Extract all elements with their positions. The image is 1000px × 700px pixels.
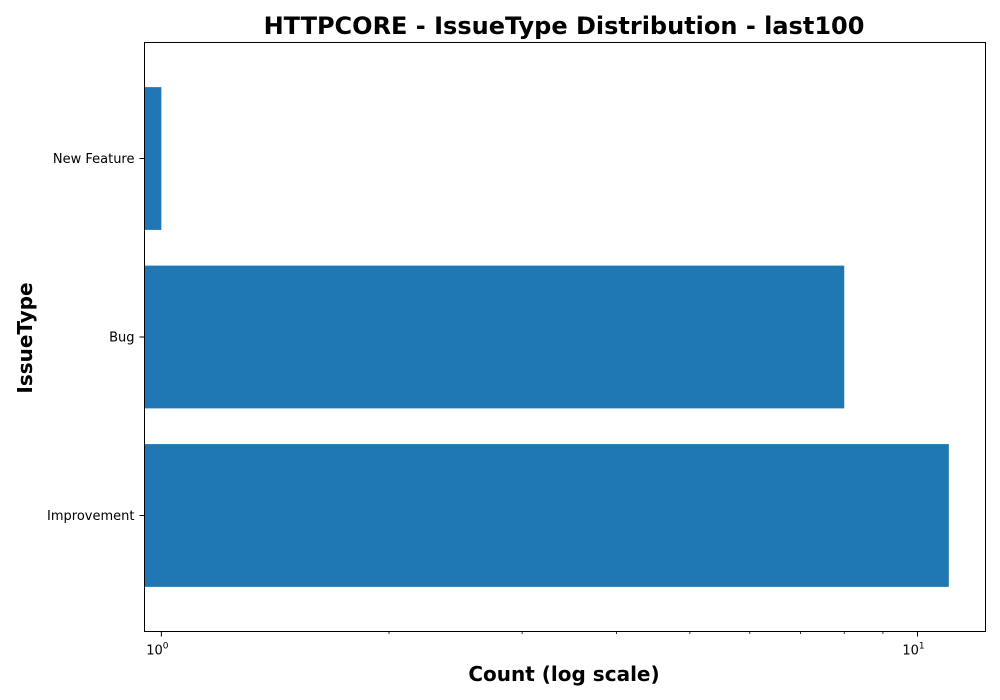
bar-bug: [144, 265, 845, 409]
chart-title: HTTPCORE - IssueType Distribution - last…: [264, 12, 865, 40]
y-axis-label: IssueType: [13, 282, 37, 393]
x-axis-ticks: 100 101: [146, 631, 925, 659]
x-tick-label: 100: [146, 642, 169, 659]
x-axis-label: Count (log scale): [468, 662, 659, 686]
y-tick-label: Bug: [109, 331, 134, 346]
y-tick-label: Improvement: [47, 509, 134, 524]
bar-new-feature: [144, 87, 162, 230]
y-tick-label: New Feature: [53, 152, 135, 167]
bars-group: [144, 87, 949, 587]
bar-improvement: [144, 444, 949, 587]
y-axis-ticks: New Feature Bug Improvement: [47, 152, 145, 524]
x-tick-label: 101: [902, 642, 924, 659]
